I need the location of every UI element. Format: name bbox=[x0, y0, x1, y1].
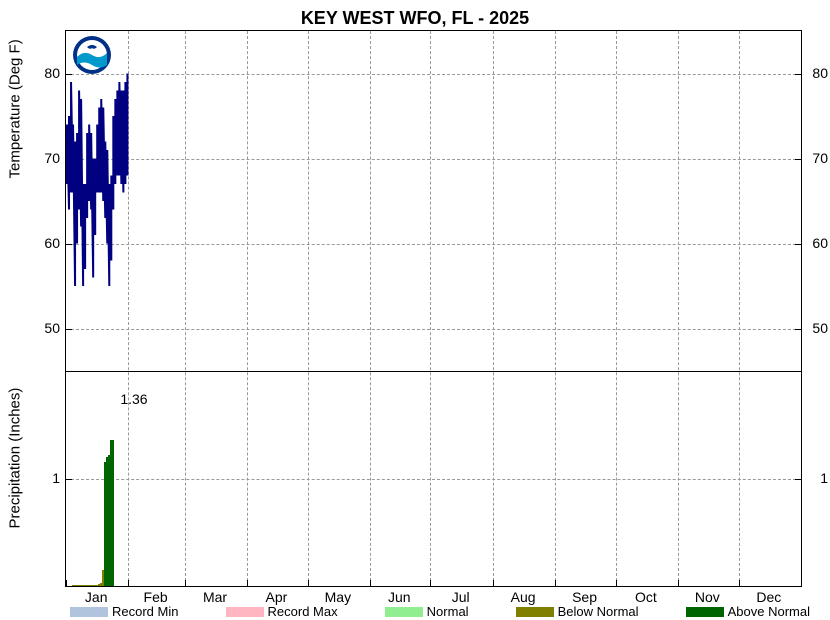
legend: Record Min Record Max Normal Below Normal Ab… bbox=[70, 604, 810, 619]
chart-container: KEY WEST WFO, FL - 2025 Temperature (Deg… bbox=[0, 0, 830, 620]
temp-ytick-label-right: 50 bbox=[798, 320, 828, 336]
legend-item: Record Min bbox=[70, 604, 178, 619]
precip-bar bbox=[110, 440, 114, 586]
temp-ytick-label-right: 80 bbox=[798, 65, 828, 81]
y-axis-label-temperature: Temperature (Deg F) bbox=[7, 39, 24, 178]
legend-label: Record Max bbox=[268, 604, 338, 619]
x-tick-label: Sep bbox=[572, 589, 597, 605]
precip-ytick-label: 1 bbox=[30, 470, 60, 486]
legend-label: Record Min bbox=[112, 604, 178, 619]
precip-ytick-label-right: 1 bbox=[798, 470, 828, 486]
x-tick-label: Mar bbox=[203, 589, 227, 605]
legend-item: Above Normal bbox=[686, 604, 810, 619]
precip-annotation: 1.36 bbox=[120, 391, 147, 407]
temp-ytick-label: 80 bbox=[30, 65, 60, 81]
temp-ytick-label: 60 bbox=[30, 235, 60, 251]
legend-label: Above Normal bbox=[728, 604, 810, 619]
legend-label: Below Normal bbox=[558, 604, 639, 619]
x-tick-label: May bbox=[325, 589, 351, 605]
plot-area: 1.36 bbox=[65, 30, 802, 587]
legend-item: Below Normal bbox=[516, 604, 639, 619]
x-tick-label: Nov bbox=[695, 589, 720, 605]
x-tick-label: Feb bbox=[144, 589, 168, 605]
y-axis-label-precipitation: Precipitation (Inches) bbox=[7, 388, 24, 529]
temperature-series bbox=[66, 31, 801, 586]
temp-ytick-label-right: 60 bbox=[798, 235, 828, 251]
x-tick-label: Jun bbox=[388, 589, 411, 605]
x-tick-label: Aug bbox=[511, 589, 536, 605]
legend-label: Normal bbox=[427, 604, 469, 619]
legend-swatch bbox=[226, 607, 264, 617]
legend-swatch bbox=[70, 607, 108, 617]
x-tick-label: Jul bbox=[452, 589, 470, 605]
x-tick-label: Jan bbox=[85, 589, 108, 605]
legend-swatch bbox=[385, 607, 423, 617]
legend-swatch bbox=[686, 607, 724, 617]
temp-ytick-label: 70 bbox=[30, 150, 60, 166]
legend-swatch bbox=[516, 607, 554, 617]
legend-item: Record Max bbox=[226, 604, 338, 619]
temp-ytick-label: 50 bbox=[30, 320, 60, 336]
chart-title: KEY WEST WFO, FL - 2025 bbox=[301, 8, 529, 29]
x-tick-label: Dec bbox=[756, 589, 781, 605]
x-tick-label: Apr bbox=[266, 589, 288, 605]
temp-ytick-label-right: 70 bbox=[798, 150, 828, 166]
x-tick-label: Oct bbox=[635, 589, 657, 605]
legend-item: Normal bbox=[385, 604, 469, 619]
